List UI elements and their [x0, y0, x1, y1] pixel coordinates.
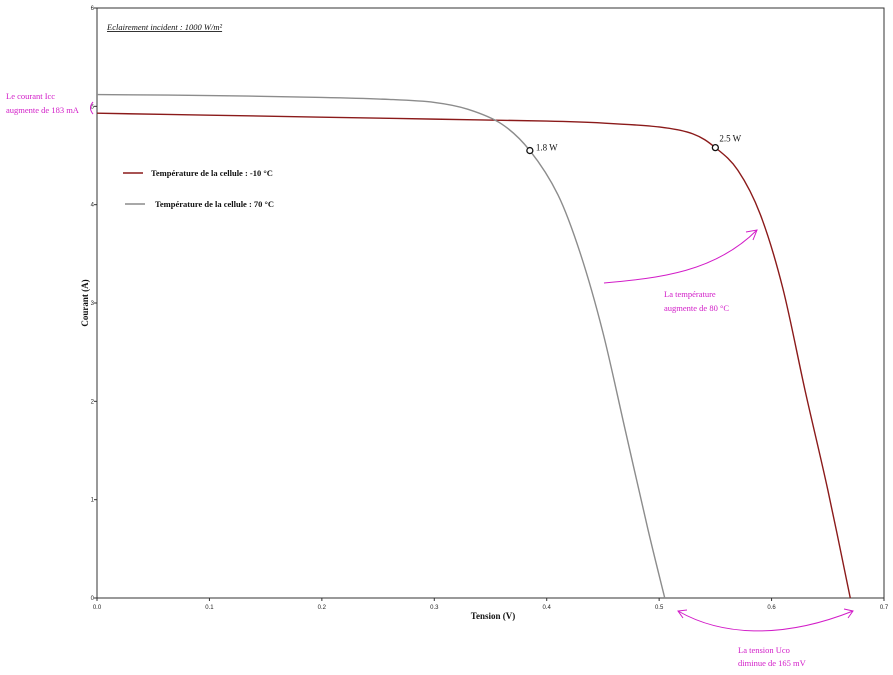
annotation-icc-line-1: Le courant Icc: [6, 91, 55, 101]
x-axis-label: Tension (V): [471, 611, 515, 621]
x-tick-label: 0.6: [767, 605, 776, 611]
power-point-marker: [526, 146, 534, 155]
annotation-temp-line-2: augmente de 80 °C: [664, 303, 729, 313]
legend: Température de la cellule : -10 °C Tempé…: [123, 168, 274, 209]
power-point-label: 1.8 W: [536, 143, 558, 153]
x-tick-label: 0.2: [318, 605, 327, 611]
annotation-icc: Le courant Icc augmente de 183 mA: [6, 91, 94, 115]
x-tick-label: 0.5: [655, 605, 664, 611]
y-tick-label: 3: [91, 301, 95, 307]
x-tick-label: 0.1: [205, 605, 214, 611]
annotation-uco-arrowhead-right: [843, 608, 854, 619]
annotation-temp-arrow: [603, 229, 758, 284]
annotation-icc-line-2: augmente de 183 mA: [6, 105, 80, 115]
y-tick-label: 2: [91, 399, 95, 405]
y-tick-label: 6: [91, 6, 95, 12]
annotation-uco: La tension Uco diminue de 165 mV: [677, 608, 854, 668]
x-tick-label: 0.3: [430, 605, 439, 611]
legend-label-series-1: Température de la cellule : -10 °C: [151, 168, 273, 178]
power-point-marker: [711, 143, 720, 152]
annotation-uco-arrow: [677, 610, 854, 632]
x-tick-label: 0.4: [543, 605, 552, 611]
y-tick-label: 4: [91, 203, 95, 209]
annotation-icc-bracket: [90, 101, 94, 115]
annotation-uco-arrowhead-left: [677, 609, 688, 619]
power-point-label: 2.5 W: [719, 134, 741, 144]
x-tick-label: 0.7: [880, 605, 889, 611]
y-axis-ticks: 0 1 2 3 4 5 6: [91, 6, 97, 602]
legend-label-series-2: Température de la cellule : 70 °C: [155, 199, 274, 209]
annotation-uco-line-2: diminue de 165 mV: [738, 658, 807, 668]
series-line-2: [96, 93, 666, 599]
y-axis-label: Courant (A): [80, 279, 90, 326]
annotation-temp: La température augmente de 80 °C: [603, 229, 758, 313]
plot-frame: [96, 7, 885, 599]
y-tick-label: 5: [91, 104, 95, 110]
marker-layer: 1.8 W 2.5 W: [526, 134, 742, 155]
series-line-1: [96, 112, 851, 599]
y-tick-label: 1: [91, 498, 95, 504]
annotation-temp-arrowhead: [745, 229, 758, 241]
x-tick-label: 0.0: [93, 605, 102, 611]
annotation-temp-line-1: La température: [664, 289, 716, 299]
annotation-uco-line-1: La tension Uco: [738, 645, 790, 655]
chart-title: Eclairement incident : 1000 W/m²: [106, 22, 223, 32]
x-axis-ticks: 0.0 0.1 0.2 0.3 0.4 0.5 0.6 0.7: [93, 598, 889, 611]
series-layer: [96, 93, 851, 599]
y-tick-label: 0: [91, 596, 95, 602]
